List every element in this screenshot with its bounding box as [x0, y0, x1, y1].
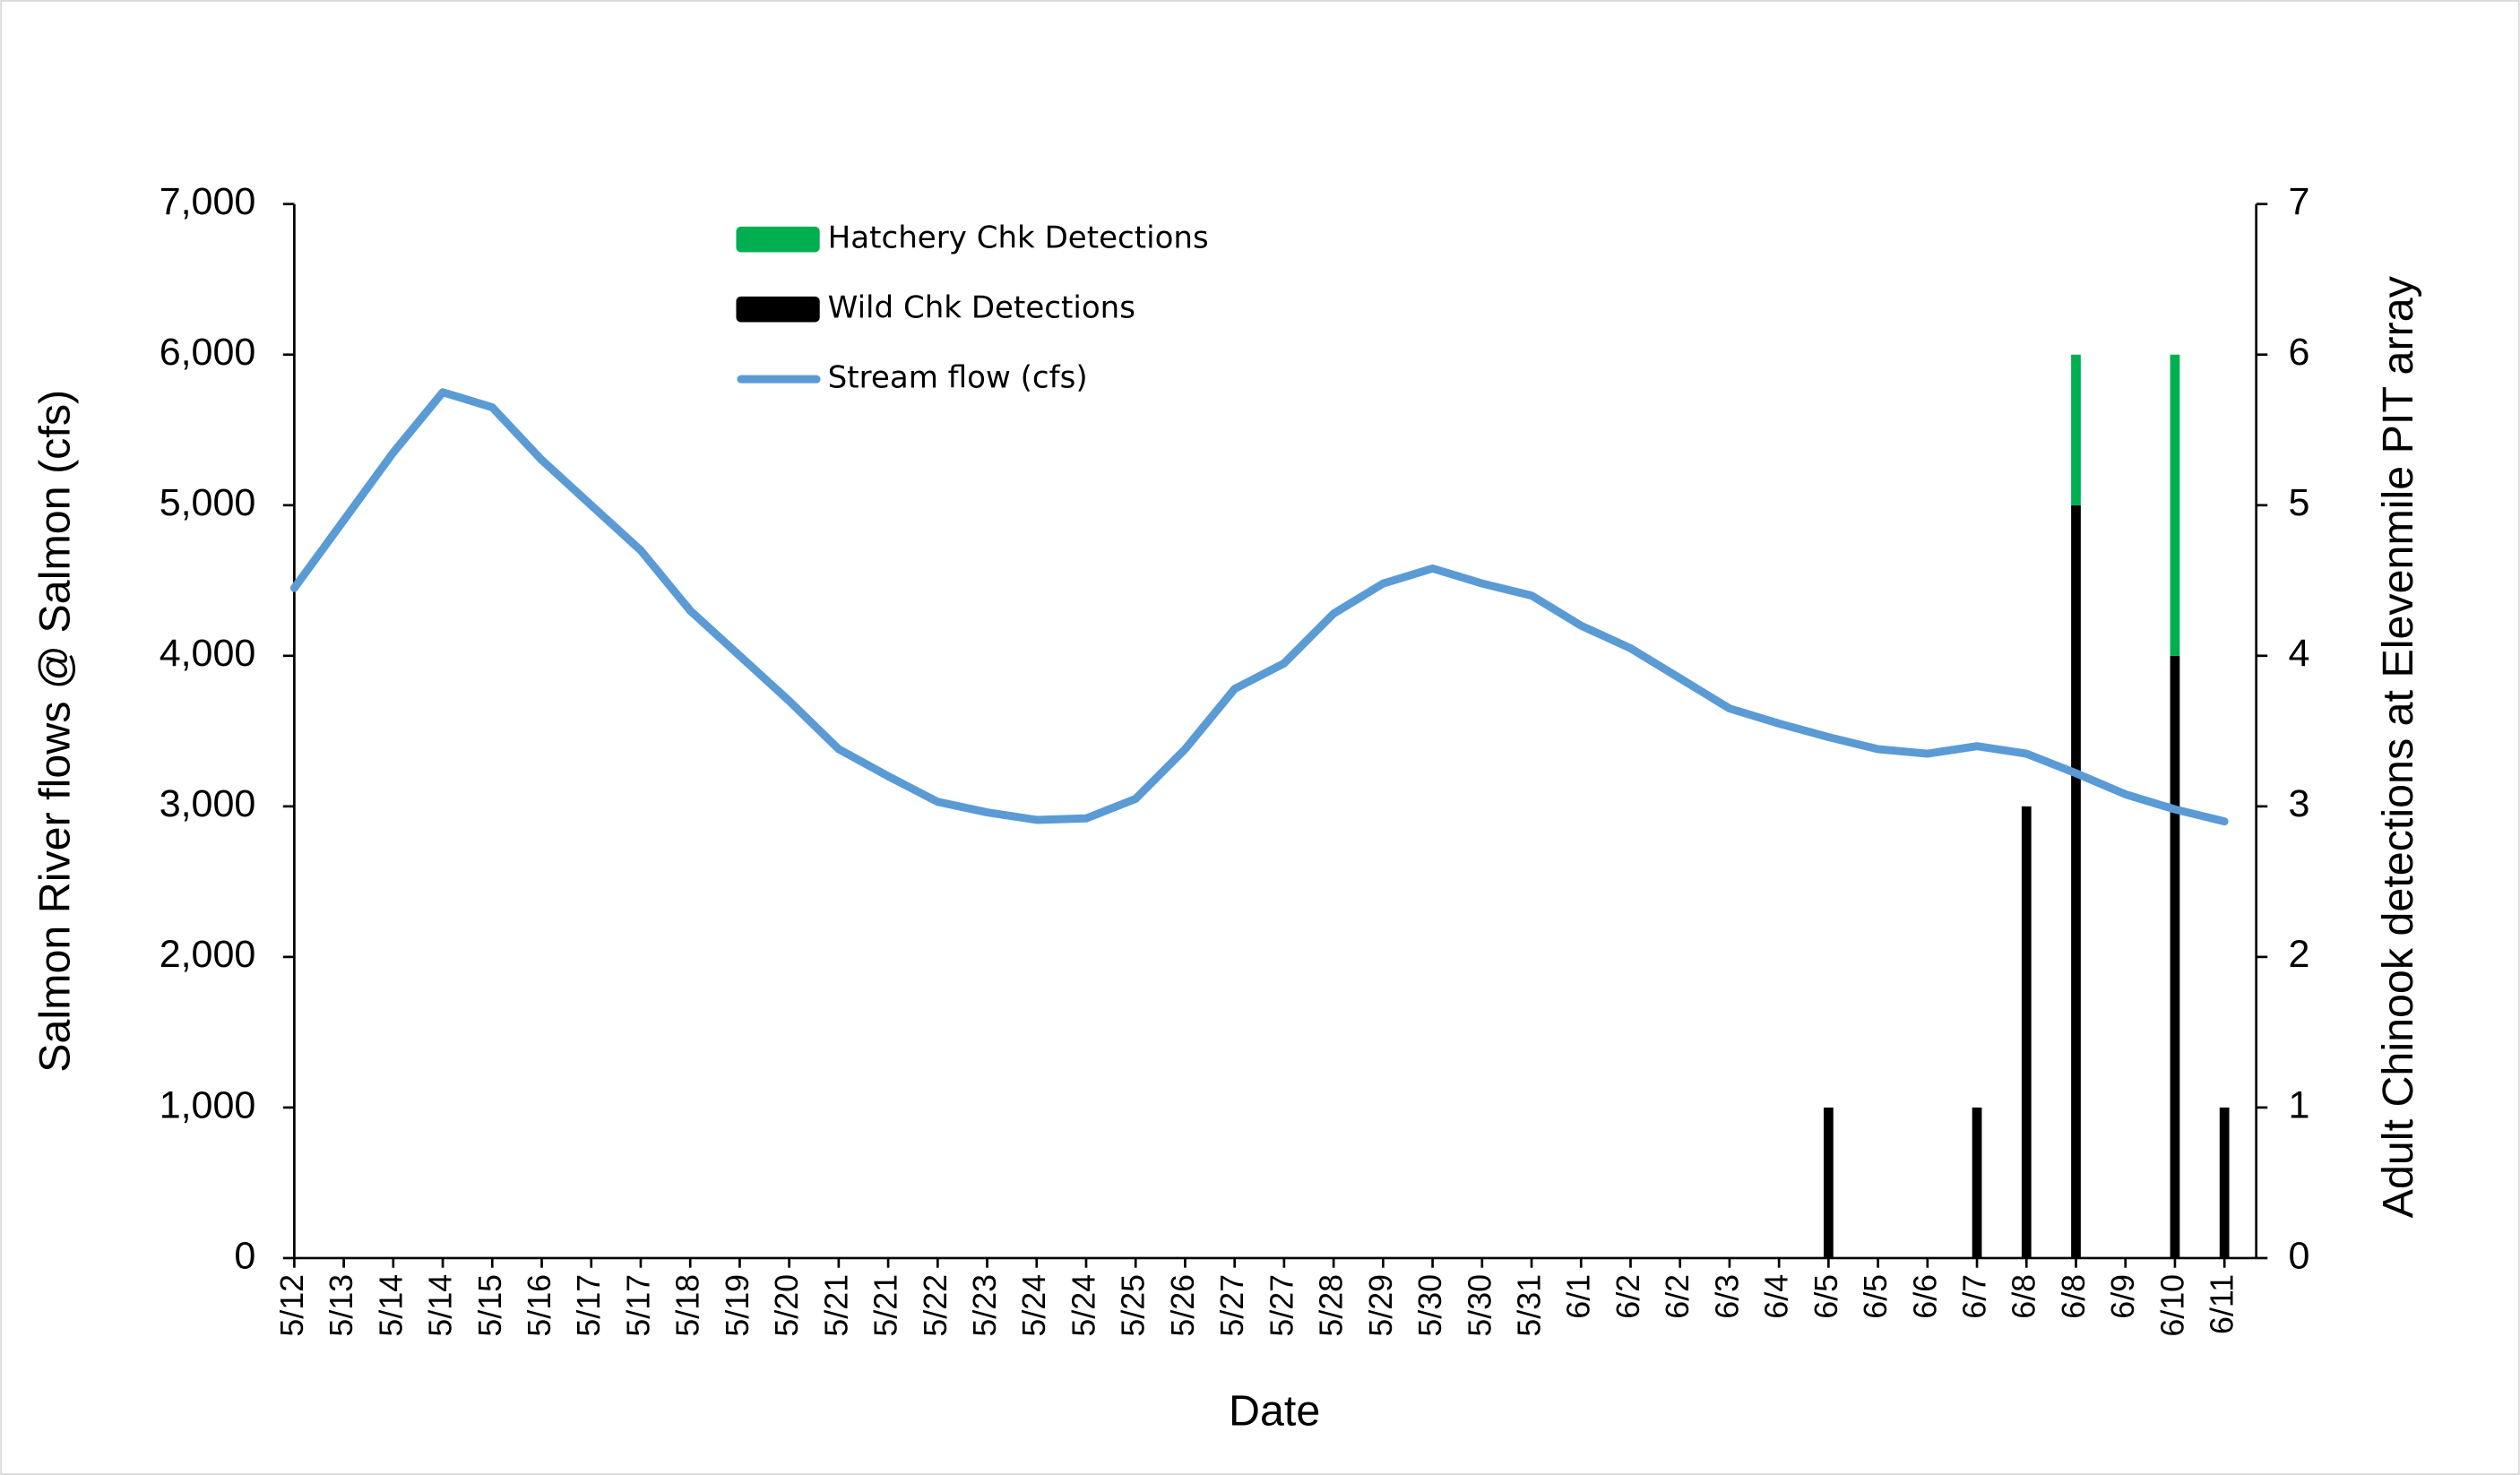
- x-tick-label: 5/18: [670, 1274, 706, 1337]
- x-tick-label: 5/26: [1165, 1274, 1201, 1337]
- x-tick-label: 6/11: [2205, 1274, 2240, 1334]
- x-tick-label: 5/24: [1066, 1274, 1101, 1337]
- x-tick-label: 5/22: [918, 1274, 954, 1337]
- legend-label: Hatchery Chk Detections: [828, 220, 1209, 256]
- y-tick-label: 0: [234, 1234, 255, 1277]
- x-tick-label: 6/6: [1907, 1274, 1943, 1319]
- x-tick-label: 5/28: [1314, 1274, 1350, 1337]
- x-tick-label: 6/3: [1709, 1274, 1745, 1319]
- x-tick-label: 5/14: [373, 1274, 409, 1337]
- x-tick-label: 6/9: [2105, 1274, 2141, 1319]
- x-tick-label: 6/4: [1759, 1274, 1795, 1319]
- x-tick-label: 5/23: [967, 1274, 1003, 1337]
- x-tick-label: 6/8: [2056, 1274, 2092, 1319]
- x-tick-label: 5/21: [868, 1274, 904, 1337]
- y2-tick-label: 1: [2289, 1083, 2310, 1126]
- x-tick-label: 5/15: [472, 1274, 508, 1337]
- bar: [1972, 1107, 1982, 1258]
- x-tick-label: 5/13: [324, 1274, 359, 1337]
- x-tick-label: 5/20: [769, 1274, 805, 1337]
- bar: [2170, 655, 2180, 1258]
- y-tick-label: 7,000: [160, 180, 256, 223]
- x-tick-label: 5/27: [1264, 1274, 1299, 1337]
- x-tick-label: 5/29: [1363, 1274, 1399, 1337]
- y-tick-label: 1,000: [160, 1083, 256, 1126]
- x-tick-label: 6/1: [1561, 1274, 1597, 1319]
- y2-tick-label: 3: [2289, 782, 2310, 825]
- y-tick-label: 2,000: [160, 933, 256, 976]
- bar: [2170, 354, 2180, 656]
- bar: [2021, 806, 2032, 1258]
- legend-label: Wild Chk Detections: [828, 290, 1135, 326]
- y-tick-label: 6,000: [160, 331, 256, 374]
- bar: [2071, 354, 2081, 505]
- x-tick-label: 6/2: [1610, 1274, 1646, 1319]
- x-axis-title: Date: [1229, 1387, 1320, 1436]
- x-tick-label: 5/30: [1412, 1274, 1448, 1337]
- x-tick-label: 6/2: [1660, 1274, 1696, 1319]
- x-tick-label: 6/10: [2154, 1274, 2190, 1337]
- y2-tick-label: 7: [2289, 180, 2310, 223]
- legend-swatch: [736, 226, 820, 253]
- y2-tick-label: 2: [2289, 933, 2310, 976]
- x-tick-label: 5/17: [571, 1274, 607, 1337]
- legend-swatch: [736, 296, 820, 323]
- x-tick-label: 5/17: [620, 1274, 656, 1337]
- y-tick-label: 5,000: [160, 481, 256, 524]
- x-tick-label: 5/25: [1116, 1274, 1152, 1337]
- bar: [1823, 1107, 1834, 1258]
- y2-tick-label: 4: [2289, 632, 2310, 675]
- x-tick-label: 5/27: [1214, 1274, 1250, 1337]
- x-tick-label: 5/16: [522, 1274, 557, 1337]
- legend-label: Stream flow (cfs): [828, 360, 1088, 396]
- x-tick-label: 5/14: [423, 1274, 459, 1337]
- x-tick-label: 6/7: [1957, 1274, 1993, 1319]
- y2-tick-label: 0: [2289, 1234, 2310, 1277]
- bar: [2071, 505, 2081, 1258]
- y2-axis-title: Adult Chinook detections at Elevenmile P…: [2374, 275, 2422, 1218]
- bar: [2219, 1107, 2230, 1258]
- y2-tick-label: 6: [2289, 331, 2310, 374]
- x-tick-label: 6/5: [1858, 1274, 1894, 1319]
- x-tick-label: 6/5: [1808, 1274, 1844, 1319]
- x-tick-label: 5/31: [1511, 1274, 1547, 1337]
- y2-tick-label: 5: [2289, 481, 2310, 524]
- y-tick-label: 4,000: [160, 632, 256, 675]
- x-tick-label: 5/19: [720, 1274, 755, 1337]
- y-axis-title: Salmon River flows @ Salmon (cfs): [31, 390, 80, 1073]
- x-tick-label: 5/30: [1462, 1274, 1497, 1337]
- y-tick-label: 3,000: [160, 782, 256, 825]
- flow-line: [289, 388, 2229, 826]
- x-tick-label: 5/21: [818, 1274, 854, 1337]
- x-tick-label: 5/24: [1016, 1274, 1052, 1337]
- x-tick-label: 6/8: [2007, 1274, 2042, 1319]
- x-tick-label: 5/12: [274, 1274, 310, 1337]
